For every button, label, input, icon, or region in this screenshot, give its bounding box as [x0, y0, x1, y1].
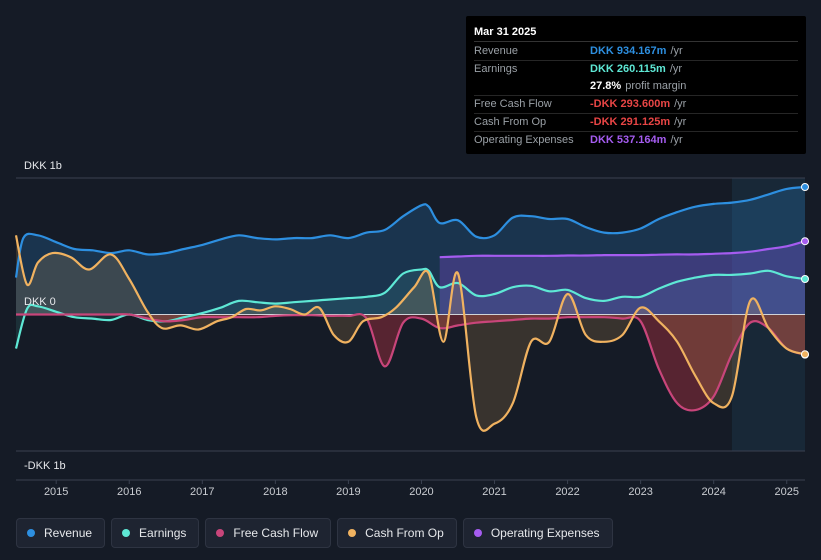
x-tick-label: 2022: [555, 486, 579, 498]
x-tick-label: 2020: [409, 486, 433, 498]
legend-label: Earnings: [139, 526, 187, 540]
x-tick-label: 2015: [44, 486, 68, 498]
x-tick-label: 2018: [263, 486, 287, 498]
tooltip-value: -DKK 293.600m: [590, 98, 671, 110]
legend-item-revenue[interactable]: Revenue: [16, 518, 106, 548]
tooltip-label: Revenue: [474, 45, 519, 57]
legend-item-earnings[interactable]: Earnings: [111, 518, 200, 548]
legend-label: Cash From Op: [365, 526, 444, 540]
endpoint-cash-from-op: [801, 350, 809, 359]
tooltip-label: Earnings: [474, 63, 518, 75]
area-earnings: [16, 268, 805, 349]
tooltip-label: [474, 78, 590, 95]
y-tick-label-top: DKK 1b: [24, 160, 62, 172]
legend-item-operating-expenses[interactable]: Operating Expenses: [462, 518, 613, 548]
tooltip-unit: profit margin: [625, 80, 687, 92]
tooltip-date: Mar 31 2025: [474, 24, 798, 42]
line-revenue: [14, 185, 806, 278]
tooltip-unit: /yr: [670, 45, 683, 57]
line-cash-from-op: [14, 235, 806, 432]
tooltip-unit: /yr: [674, 116, 687, 128]
legend-item-cash-from-op[interactable]: Cash From Op: [337, 518, 457, 548]
tooltip-unit: /yr: [670, 134, 683, 146]
legend-item-free-cash-flow[interactable]: Free Cash Flow: [205, 518, 332, 548]
y-tick-label-zero: DKK 0: [24, 296, 56, 308]
legend-dot-icon: [216, 529, 225, 537]
tooltip-label: Cash From Op: [474, 116, 547, 128]
x-tick-label: 2024: [701, 486, 725, 498]
area-free-cash-flow: [16, 314, 805, 411]
tooltip-value: -DKK 291.125m: [590, 116, 671, 128]
tooltip-row-revenue: Revenue DKK 934.167m /yr: [474, 43, 798, 61]
legend-dot-icon: [348, 529, 357, 537]
tooltip-unit: /yr: [669, 63, 683, 75]
tooltip-value: 27.8%: [590, 80, 622, 92]
legend-dot-icon: [122, 529, 131, 537]
endpoint-earnings: [801, 275, 809, 284]
area-operating-expenses: [439, 241, 805, 315]
legend-label: Operating Expenses: [490, 526, 600, 540]
endpoint-operating-expenses: [801, 237, 809, 246]
legend-label: Free Cash Flow: [233, 526, 319, 540]
tooltip-value: DKK 934.167m: [590, 45, 667, 57]
tooltip-label: Free Cash Flow: [474, 98, 552, 110]
tooltip-row-operating-expenses: Operating Expenses DKK 537.164m /yr: [474, 132, 798, 149]
tooltip-row-cash-from-op: Cash From Op -DKK 291.125m /yr: [474, 114, 798, 132]
x-tick-label: 2025: [774, 486, 798, 498]
x-tick-label: 2019: [336, 486, 360, 498]
tooltip-label: Operating Expenses: [474, 134, 574, 146]
legend-dot-icon: [473, 529, 482, 537]
tooltip-row-earnings: Earnings DKK 260.115m /yr: [474, 61, 798, 78]
tooltip-row-profit-margin: 27.8% profit margin: [474, 78, 798, 96]
tooltip-row-free-cash-flow: Free Cash Flow -DKK 293.600m /yr: [474, 96, 798, 114]
x-tick-label: 2021: [482, 486, 506, 498]
line-operating-expenses: [439, 240, 806, 259]
tooltip-value: DKK 260.115m: [590, 63, 666, 75]
legend-label: Revenue: [44, 526, 93, 540]
area-revenue: [16, 187, 805, 315]
x-tick-label: 2017: [190, 486, 214, 498]
legend-dot-icon: [27, 529, 35, 537]
x-tick-label: 2016: [117, 486, 141, 498]
x-tick-label: 2023: [628, 486, 652, 498]
y-tick-label-bottom: -DKK 1b: [24, 460, 66, 472]
tooltip-unit: /yr: [674, 98, 687, 110]
endpoint-revenue: [801, 183, 809, 192]
legend: Revenue Earnings Free Cash Flow Cash Fro…: [16, 518, 619, 548]
line-free-cash-flow: [16, 313, 806, 412]
data-tooltip: Mar 31 2025 Revenue DKK 934.167m /yr Ear…: [466, 16, 806, 154]
tooltip-value: DKK 537.164m: [590, 134, 667, 146]
